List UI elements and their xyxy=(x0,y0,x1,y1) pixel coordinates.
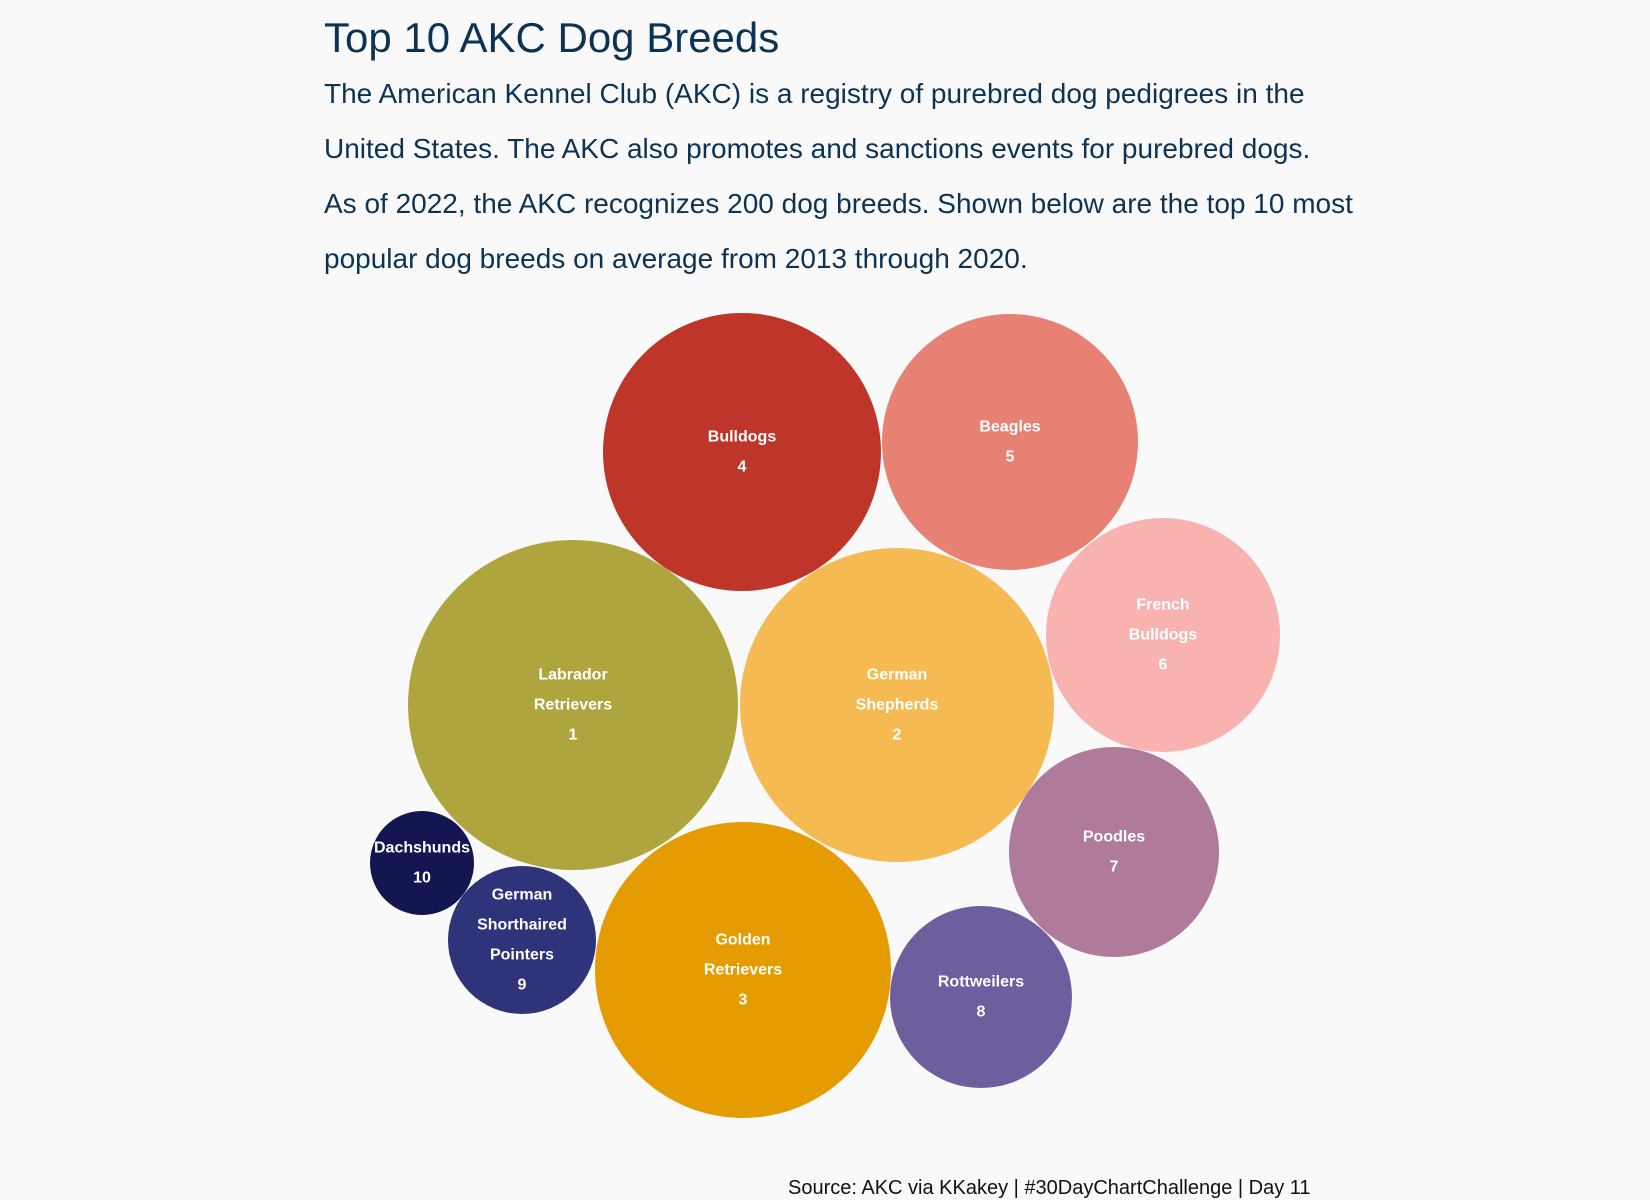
bubble-name-label: Shepherds xyxy=(856,697,939,714)
bubble-2 xyxy=(740,548,1054,862)
bubble-rank-label: 3 xyxy=(739,992,748,1009)
bubble-name-label: Labrador xyxy=(538,667,607,684)
bubble-rank-label: 1 xyxy=(569,727,578,744)
bubble-rank-label: 5 xyxy=(1006,449,1015,466)
bubble-rank-label: 8 xyxy=(977,1004,986,1021)
chart-caption: Source: AKC via KKakey | #30DayChartChal… xyxy=(788,1177,1311,1199)
bubble-name-label: Bulldogs xyxy=(1129,627,1198,644)
bubble-name-label: French xyxy=(1136,597,1189,614)
bubble-7 xyxy=(1009,747,1219,957)
bubble-name-label: Shorthaired xyxy=(477,917,567,934)
bubble-name-label: Retrievers xyxy=(534,697,612,714)
chart-subtitle: The American Kennel Club (AKC) is a regi… xyxy=(324,66,1414,286)
subtitle-line: popular dog breeds on average from 2013 … xyxy=(324,243,1028,274)
bubble-1 xyxy=(408,540,738,870)
bubble-name-label: Pointers xyxy=(490,947,554,964)
bubble-5 xyxy=(882,314,1138,570)
bubble-10 xyxy=(370,811,474,915)
bubble-rank-label: 7 xyxy=(1110,859,1119,876)
bubble-9 xyxy=(448,866,596,1014)
bubble-name-label: German xyxy=(492,887,552,904)
bubble-name-label: Beagles xyxy=(979,419,1040,436)
chart-title: Top 10 AKC Dog Breeds xyxy=(324,14,780,61)
subtitle-line: United States. The AKC also promotes and… xyxy=(324,133,1311,164)
bubble-4 xyxy=(603,313,881,591)
bubble-name-label: Dachshunds xyxy=(374,840,470,857)
bubble-name-label: Poodles xyxy=(1083,829,1145,846)
subtitle-line: The American Kennel Club (AKC) is a regi… xyxy=(324,78,1305,109)
subtitle-line: As of 2022, the AKC recognizes 200 dog b… xyxy=(324,188,1353,219)
bubble-6 xyxy=(1046,518,1280,752)
bubble-3 xyxy=(595,822,891,1118)
bubble-rank-label: 2 xyxy=(893,727,902,744)
bubble-name-label: Golden xyxy=(715,932,770,949)
bubble-name-label: Rottweilers xyxy=(938,974,1024,991)
bubble-rank-label: 9 xyxy=(518,977,527,994)
bubble-name-label: Retrievers xyxy=(704,962,782,979)
bubble-rank-label: 6 xyxy=(1159,657,1168,674)
bubble-rank-label: 4 xyxy=(738,459,747,476)
bubble-8 xyxy=(890,906,1072,1088)
bubble-name-label: Bulldogs xyxy=(708,429,777,446)
bubble-rank-label: 10 xyxy=(413,870,431,887)
bubble-name-label: German xyxy=(867,667,927,684)
